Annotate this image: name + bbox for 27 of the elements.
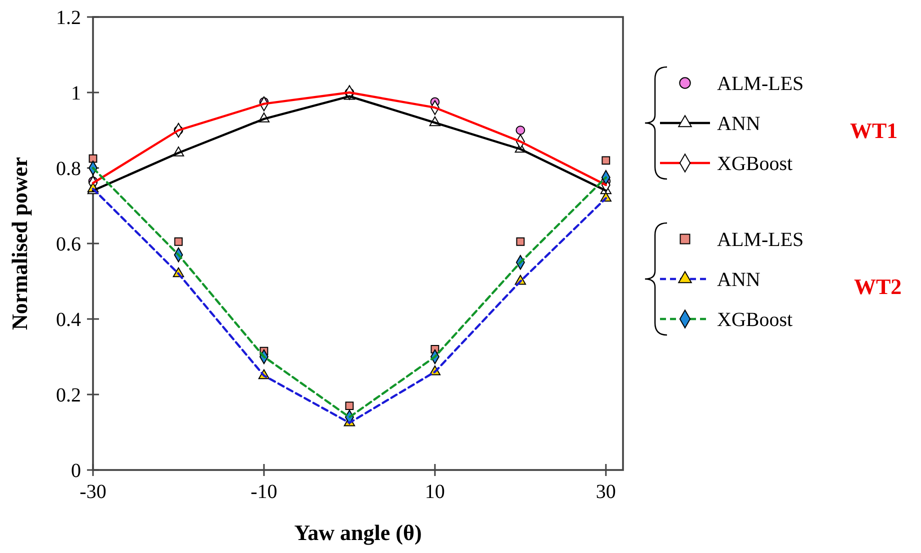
legend-label: ALM-LES bbox=[717, 229, 804, 251]
y-tick-label: 1.2 bbox=[56, 7, 81, 29]
y-tick-label: 1 bbox=[71, 82, 81, 104]
text: WT1 bbox=[850, 118, 898, 143]
x-tick-label: 10 bbox=[424, 481, 445, 503]
point bbox=[174, 237, 183, 246]
point bbox=[88, 154, 98, 163]
y-axis-title: Normalised power bbox=[7, 156, 32, 330]
legend-label: ANN bbox=[717, 113, 760, 135]
legend-label: ALM-LES bbox=[717, 73, 804, 95]
point bbox=[602, 156, 610, 165]
y-tick-label: 0.8 bbox=[56, 158, 81, 180]
y-tick-label: 0.2 bbox=[56, 384, 81, 406]
y-tick-label: 0.4 bbox=[56, 309, 81, 331]
point bbox=[345, 402, 354, 410]
x-tick-label: -30 bbox=[80, 481, 106, 503]
legend-label: ANN bbox=[717, 269, 760, 291]
text: WT2 bbox=[854, 274, 902, 299]
legend-label: XGBoost bbox=[717, 309, 794, 331]
x-axis-title: Yaw angle (θ) bbox=[294, 520, 422, 545]
y-tick-label: 0 bbox=[71, 460, 81, 482]
x-tick-label: -10 bbox=[250, 481, 278, 503]
x-tick-label: 30 bbox=[596, 481, 616, 503]
legend-label: XGBoost bbox=[717, 153, 794, 175]
y-tick-label: 0.6 bbox=[56, 234, 81, 256]
point bbox=[516, 237, 525, 246]
point bbox=[516, 126, 526, 135]
